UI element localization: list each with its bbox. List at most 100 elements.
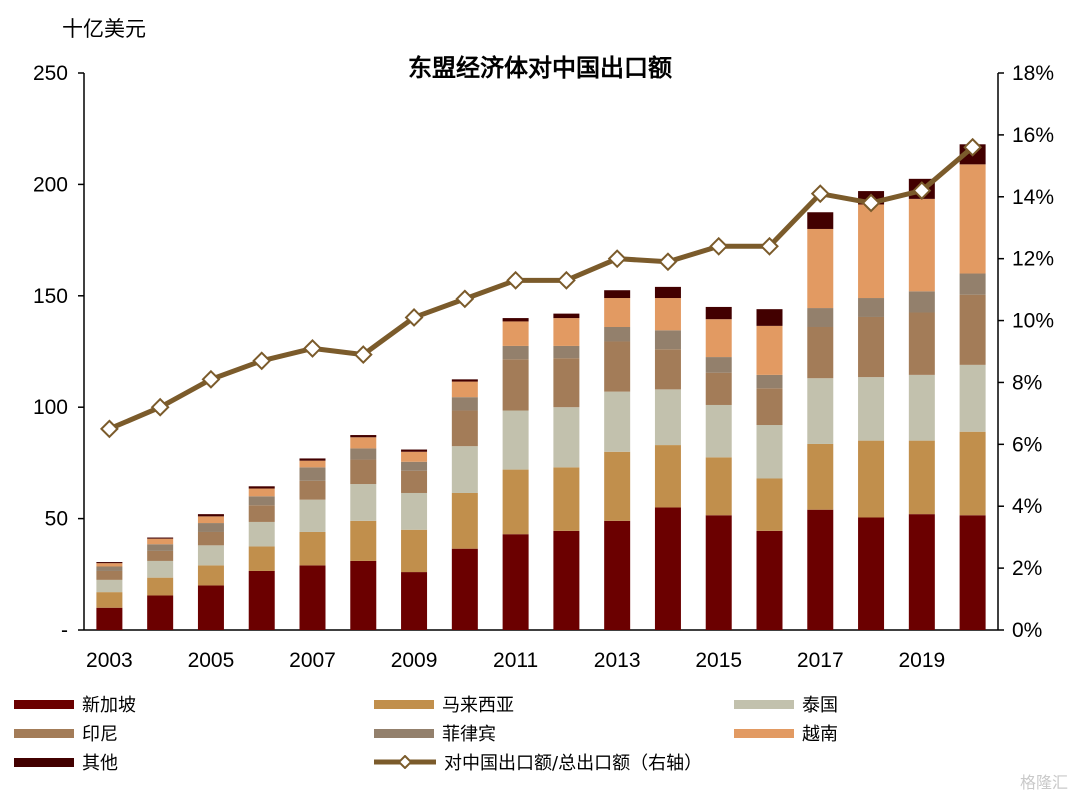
line-marker (963, 137, 983, 157)
bar-segment (553, 530, 580, 630)
bar-segment (197, 516, 224, 524)
bar-segment (299, 499, 326, 532)
bar-segment (248, 486, 275, 489)
legend-label: 泰国 (802, 695, 838, 716)
line-marker (455, 289, 475, 309)
bar-segment (959, 273, 986, 295)
bar-segment (96, 570, 123, 580)
bar-segment (604, 290, 631, 299)
line-marker (506, 270, 526, 290)
y2-tick-label: 10% (1012, 310, 1054, 333)
bar-segment (654, 445, 681, 508)
bar-segment (756, 478, 783, 531)
x-tick-label: 2017 (797, 649, 844, 672)
bar-segment (807, 212, 834, 229)
bar-segment (401, 529, 428, 573)
bar-segment (147, 560, 174, 578)
bar-segment (705, 319, 732, 358)
bar-segment (959, 431, 986, 516)
bar-segment (248, 505, 275, 522)
bar-segment (654, 330, 681, 350)
chart-svg: 东盟经济体对中国出口额 十亿美元 - 50 100 150 200 250 0% 2% 4% 6%… (33, 17, 1054, 672)
bar-segment (350, 448, 377, 460)
bar-segment (756, 309, 783, 326)
bar-segment (502, 359, 529, 411)
bar-segment (350, 459, 377, 485)
y-tick-label: 100 (33, 396, 68, 419)
bar-segment (350, 560, 377, 630)
bar-segment (147, 577, 174, 596)
bar-segment (401, 492, 428, 530)
legend-label: 菲律宾 (442, 724, 496, 745)
y2-tick-label: 8% (1012, 371, 1042, 394)
legend-item: 越南 (734, 722, 838, 745)
bar-segment (197, 585, 224, 630)
x-tick-label: 2005 (188, 649, 235, 672)
bar-segment (96, 607, 123, 630)
line-marker (861, 193, 881, 213)
bar-segment (96, 562, 123, 564)
bar-segment (553, 318, 580, 346)
bar-segment (807, 378, 834, 444)
legend-label: 印尼 (82, 724, 118, 745)
bar-segment (908, 440, 935, 515)
bar-segment (604, 520, 631, 630)
y2-tick-label: 18% (1012, 62, 1054, 85)
line-marker (810, 184, 830, 204)
bar-segment (451, 397, 478, 411)
bar-segment (756, 325, 783, 375)
bar-segment (908, 312, 935, 375)
bar-segment (908, 374, 935, 441)
line-marker (99, 419, 119, 439)
bar-segment (451, 381, 478, 398)
bar-segment (553, 345, 580, 359)
bar-segment (197, 565, 224, 586)
bar-segment (350, 520, 377, 561)
bar-segment (197, 531, 224, 546)
plot-area: - 50 100 150 200 250 0% 2% 4% 6% 8% 10% 12% 14% 16% 18%… (33, 62, 1054, 672)
legend-item: 新加坡 (14, 693, 136, 716)
x-tick-label: 2013 (594, 649, 641, 672)
bar-segment (451, 410, 478, 447)
x-tick-label: 2011 (493, 649, 538, 672)
line-marker (201, 369, 221, 389)
bar-segment (502, 321, 529, 346)
bar-segment (451, 379, 478, 382)
bar-segment (654, 349, 681, 390)
bar-segment (604, 326, 631, 342)
bar-segment (705, 404, 732, 458)
bar-segment (705, 372, 732, 405)
bar-segment (756, 530, 783, 630)
bar-segment (147, 544, 174, 551)
y-tick-label: 250 (33, 62, 68, 85)
bar-segment (908, 291, 935, 313)
line-marker (760, 236, 779, 256)
bar-segment (908, 198, 935, 292)
bar-segment (553, 467, 580, 531)
legend-label: 新加坡 (82, 695, 136, 716)
line-marker (252, 351, 272, 371)
bar-segment (96, 579, 123, 593)
bar-segment (858, 316, 885, 378)
bar-segment (807, 326, 834, 379)
bar-segment (451, 446, 478, 493)
bar-segment (858, 377, 885, 441)
y2-tick-label: 6% (1012, 433, 1042, 456)
bar-segment (502, 410, 529, 470)
bar-segment (248, 570, 275, 630)
bar-segment (248, 546, 275, 571)
bar-segment (705, 457, 732, 516)
legend-line-swatch (374, 755, 436, 769)
bar-segment (350, 437, 377, 449)
y-axis-unit: 十亿美元 (62, 17, 146, 41)
bar-segment (654, 298, 681, 331)
bar-segment (147, 538, 174, 545)
y2-tick-label: 2% (1012, 557, 1042, 580)
bar-segment (350, 484, 377, 521)
line-marker (150, 397, 170, 417)
bar-segment (553, 358, 580, 408)
line-marker (912, 181, 932, 201)
bar-segment (451, 548, 478, 630)
bar-segment (299, 480, 326, 500)
bar-segment (299, 531, 326, 566)
